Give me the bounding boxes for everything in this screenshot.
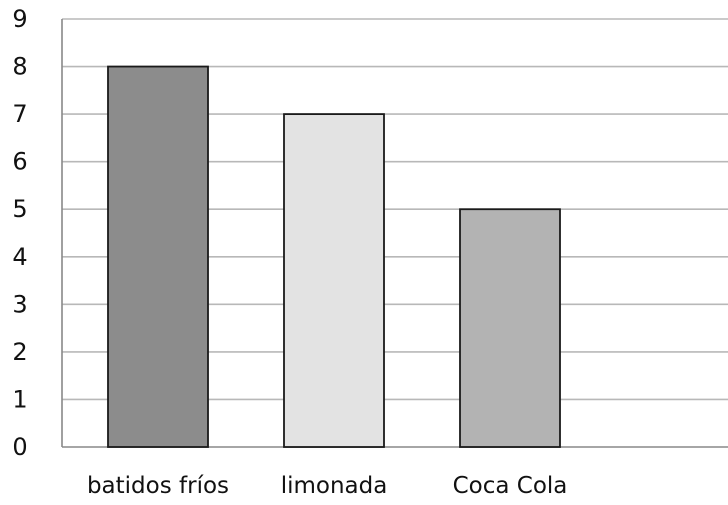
y-tick-labels: 0 1 2 3 4 5 6 7 8 9 <box>12 5 27 461</box>
y-tick-label: 5 <box>12 195 27 223</box>
y-tick-label: 7 <box>12 100 27 128</box>
y-tick-label: 4 <box>12 243 27 271</box>
bar-2 <box>283 113 385 448</box>
x-tick-label: limonada <box>281 473 388 499</box>
x-tick-label: Coca Cola <box>453 473 568 499</box>
bar-3 <box>459 208 561 448</box>
x-tick-labels: batidos fríos limonada Coca Cola <box>87 473 567 499</box>
y-tick-label: 1 <box>12 385 27 413</box>
x-tick-label: batidos fríos <box>87 473 229 499</box>
bars <box>107 65 561 448</box>
bar-1 <box>107 65 209 448</box>
y-tick-label: 3 <box>12 290 27 318</box>
y-tick-label: 2 <box>12 338 27 366</box>
y-tick-label: 0 <box>12 433 27 461</box>
y-tick-label: 8 <box>12 53 27 81</box>
y-tick-label: 9 <box>12 5 27 33</box>
y-tick-label: 6 <box>12 148 27 176</box>
